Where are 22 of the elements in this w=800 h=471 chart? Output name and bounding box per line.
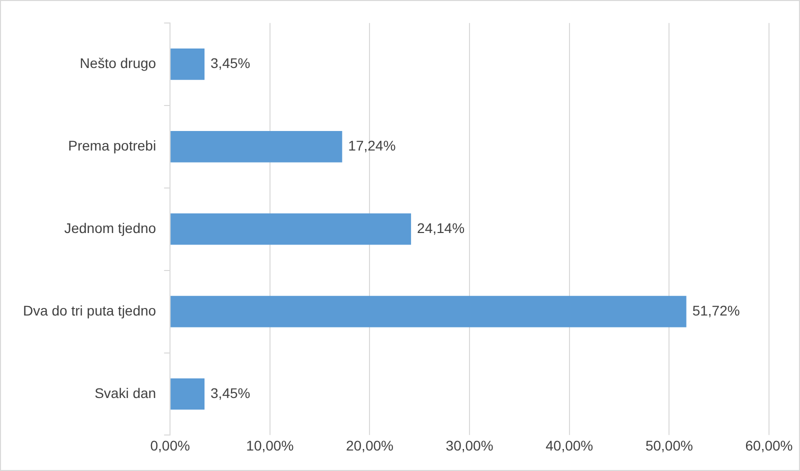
data-label: 17,24%: [348, 138, 396, 154]
bar: [170, 378, 205, 410]
y-tick-label: Dva do tri puta tjedno: [22, 302, 156, 318]
x-tick-label: 20,00%: [346, 437, 394, 454]
x-tick-label: 10,00%: [246, 437, 294, 454]
x-tick-label: 30,00%: [446, 437, 494, 454]
x-tick-label: 50,00%: [645, 437, 693, 454]
data-label: 3,45%: [210, 55, 250, 72]
data-label: 24,14%: [417, 220, 465, 236]
x-tick-label: 0,00%: [150, 437, 190, 454]
data-label: 3,45%: [210, 384, 250, 401]
data-label: 51,72%: [692, 302, 740, 318]
y-tick-label: Prema potrebi: [68, 138, 156, 154]
bar: [170, 48, 205, 80]
y-tick-label: Svaki dan: [94, 384, 156, 401]
bar: [170, 130, 342, 162]
bar: [170, 213, 412, 245]
bar: [170, 296, 686, 328]
y-tick-label: Jednom tjedno: [64, 220, 156, 236]
y-tick-label: Nešto drugo: [80, 55, 156, 72]
x-tick-label: 40,00%: [546, 437, 594, 454]
x-tick-label: 60,00%: [745, 437, 793, 454]
